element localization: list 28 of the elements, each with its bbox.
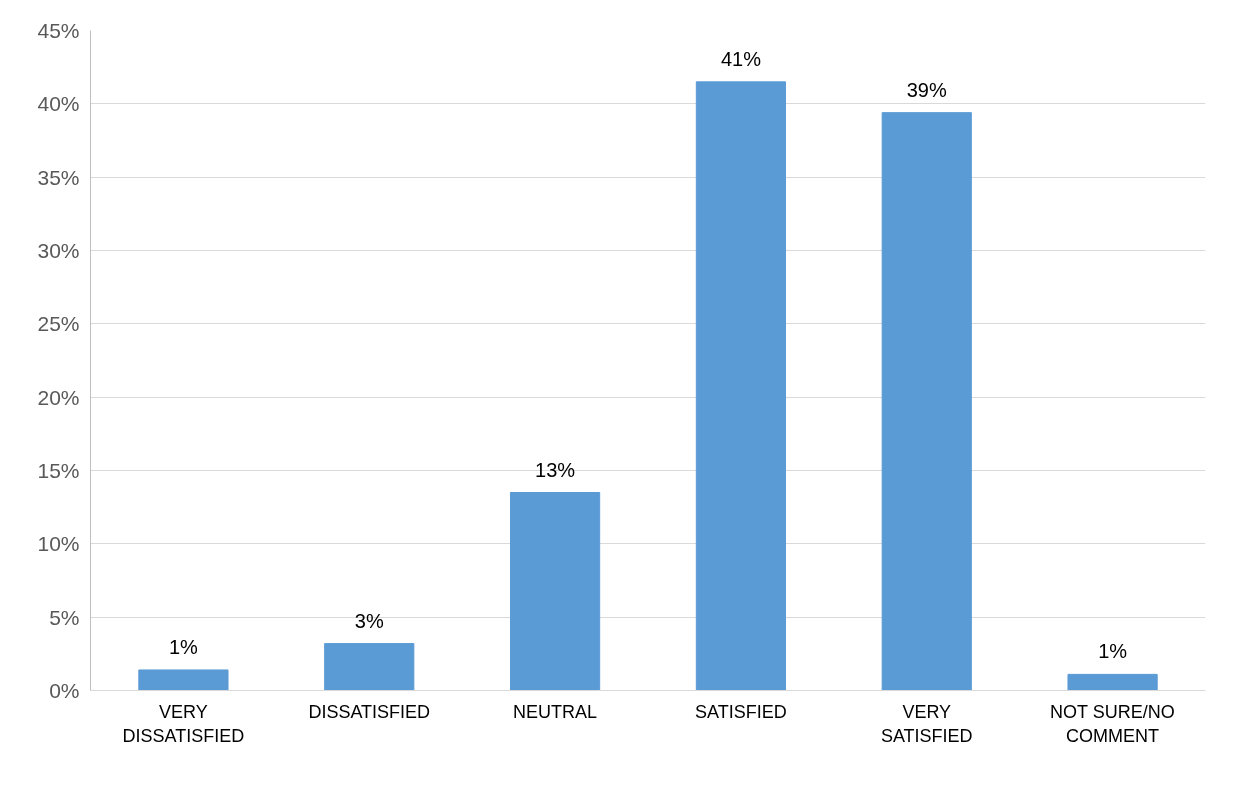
bar xyxy=(695,81,787,691)
bar xyxy=(138,669,229,691)
bar xyxy=(324,643,415,691)
y-tick-label: 45% xyxy=(37,19,80,42)
y-tick-label: 35% xyxy=(37,165,80,189)
bar xyxy=(1067,673,1158,691)
data-label: 13% xyxy=(535,458,576,481)
y-tick-label: 10% xyxy=(37,532,80,556)
y-tick-label: 0% xyxy=(49,679,80,702)
y-tick-label: 40% xyxy=(37,92,80,116)
y-tick-label: 5% xyxy=(49,605,80,629)
y-tick-label: 25% xyxy=(37,312,80,336)
x-tick-label: SATISFIED xyxy=(695,701,787,722)
y-tick-label: 30% xyxy=(37,239,80,262)
data-label: 1% xyxy=(168,635,199,658)
bar xyxy=(881,112,972,691)
y-tick-label: 15% xyxy=(37,459,80,482)
y-tick-label: 20% xyxy=(37,385,80,409)
x-tick-label: NOT SURE/NO COMMENT xyxy=(1050,701,1175,746)
data-label: 1% xyxy=(1098,640,1128,663)
data-label: 41% xyxy=(720,47,762,70)
data-label: 39% xyxy=(906,78,947,101)
x-tick-label: VERY SATISFIED xyxy=(880,701,973,746)
data-label: 3% xyxy=(354,609,384,632)
x-tick-label: VERY DISSATISFIED xyxy=(122,701,245,746)
x-tick-label: DISSATISFIED xyxy=(308,701,431,722)
bar xyxy=(509,492,601,691)
x-tick-label: NEUTRAL xyxy=(513,701,598,722)
